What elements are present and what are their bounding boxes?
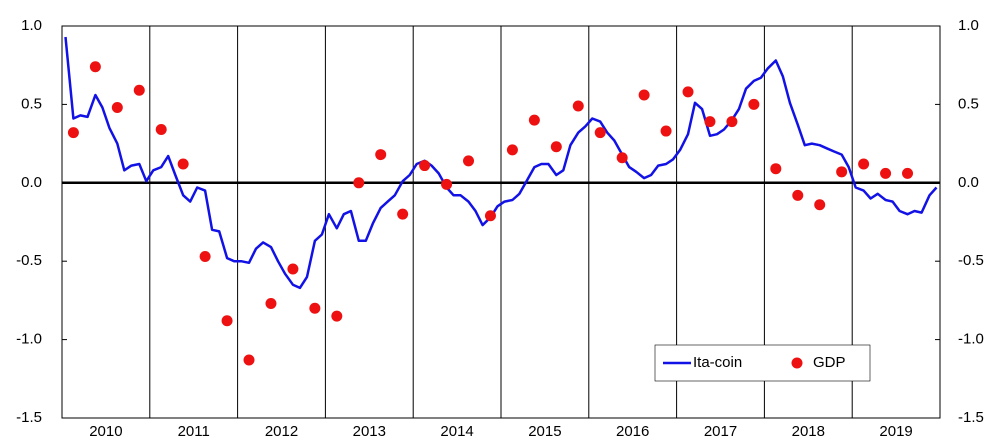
gdp-point [419, 160, 431, 172]
gdp-point [111, 102, 123, 114]
x-tick-label: 2017 [704, 423, 737, 440]
gdp-point [616, 152, 628, 164]
gdp-point [902, 167, 914, 179]
gdp-point [528, 114, 540, 126]
gdp-point [594, 127, 606, 139]
gdp-point [89, 61, 101, 73]
gdp-point [704, 116, 716, 128]
y2-tick-label: 0.0 [958, 174, 979, 191]
x-tick-label: 2012 [265, 423, 298, 440]
y-tick-label: 0.5 [21, 95, 42, 112]
gdp-point [638, 89, 650, 101]
y-tick-label: 0.0 [21, 174, 42, 191]
gdp-point [792, 189, 804, 201]
gdp-point [177, 158, 189, 170]
gdp-point [441, 178, 453, 190]
gdp-point [836, 166, 848, 178]
x-tick-label: 2013 [353, 423, 386, 440]
gdp-point [309, 302, 321, 314]
gdp-point [748, 98, 760, 110]
gdp-point [331, 310, 343, 322]
gdp-point [397, 208, 409, 220]
x-tick-label: 2010 [89, 423, 122, 440]
y2-tick-label: 1.0 [958, 17, 979, 34]
x-tick-label: 2011 [178, 423, 210, 440]
y2-tick-label: -0.5 [958, 252, 984, 269]
x-tick-label: 2015 [528, 423, 561, 440]
gdp-point [880, 167, 892, 179]
gdp-point [660, 125, 672, 137]
gdp-point [726, 116, 738, 128]
gdp-point [770, 163, 782, 175]
x-tick-label: 2014 [440, 423, 473, 440]
y-tick-label: -0.5 [16, 252, 42, 269]
gdp-point [682, 86, 694, 98]
gdp-point [550, 141, 562, 153]
gdp-point [506, 144, 518, 156]
legend-label: GDP [813, 354, 846, 371]
x-tick-label: 2016 [616, 423, 649, 440]
gdp-point [814, 199, 826, 211]
gdp-point [265, 298, 277, 310]
gdp-point [221, 315, 233, 327]
legend-swatch [791, 357, 803, 369]
gdp-point [155, 123, 167, 135]
gdp-point [133, 84, 145, 96]
y2-tick-label: -1.5 [958, 409, 984, 426]
gdp-point [67, 127, 79, 139]
gdp-point [375, 149, 387, 161]
x-tick-label: 2018 [792, 423, 825, 440]
y-tick-label: 1.0 [21, 17, 42, 34]
gdp-point [858, 158, 870, 170]
gdp-point [484, 210, 496, 222]
y-tick-label: -1.0 [16, 331, 42, 348]
legend-label: Ita-coin [693, 354, 742, 371]
gdp-point [199, 250, 211, 262]
gdp-point [463, 155, 475, 167]
y2-tick-label: 0.5 [958, 95, 979, 112]
x-tick-label: 2019 [879, 423, 912, 440]
gdp-point [572, 100, 584, 112]
gdp-point [243, 354, 255, 366]
gdp-point [353, 177, 365, 189]
ita-coin-line [64, 36, 938, 290]
y2-tick-label: -1.0 [958, 331, 984, 348]
gdp-point [287, 263, 299, 275]
y-tick-label: -1.5 [16, 409, 42, 426]
